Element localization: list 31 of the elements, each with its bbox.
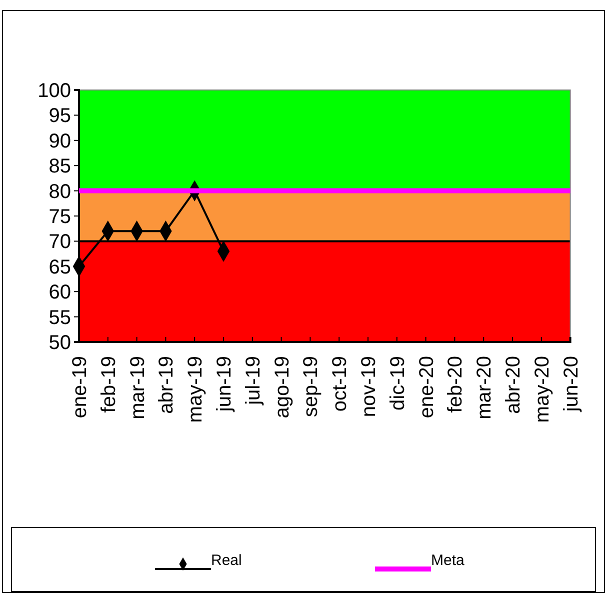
x-tick-label: jun-19 [214,356,236,413]
x-tick-label: abr-19 [156,356,178,414]
y-tick-label: 80 [48,180,71,203]
x-tick-label: jun-20 [560,356,582,413]
y-tick-label: 70 [48,231,71,254]
y-tick-label: 60 [48,282,71,304]
x-tick-label: ene-19 [69,356,91,418]
y-tick-label: 75 [48,206,71,228]
x-tick-label: oct-19 [329,356,352,412]
x-tick-label: feb-19 [98,356,120,413]
legend-label: Meta [431,552,466,569]
y-tick-label: 65 [48,256,71,278]
x-tick-label: sep-19 [300,356,322,418]
x-tick-label: abr-20 [502,356,524,414]
x-tick-label: feb-20 [444,356,467,413]
x-tick-label: dic-19 [386,356,409,410]
x-tick-label: may-19 [184,356,207,423]
y-tick-label: 95 [48,105,71,128]
x-tick-label: mar-19 [126,356,149,420]
y-tick-label: 55 [48,306,71,329]
x-tick-label: ago-19 [271,356,294,418]
y-tick-label: 90 [48,130,71,152]
y-tick-label: 50 [48,332,71,354]
x-tick-label: nov-19 [358,356,380,418]
x-tick-label: mar-20 [474,356,496,420]
y-tick-label: 100 [38,80,71,102]
legend-label: Real [211,552,242,569]
x-tick-label: jul-19 [242,356,264,406]
y-tick-label: 85 [48,156,71,178]
x-tick-label: ene-20 [416,356,438,418]
x-tick-label: may-20 [531,356,554,423]
